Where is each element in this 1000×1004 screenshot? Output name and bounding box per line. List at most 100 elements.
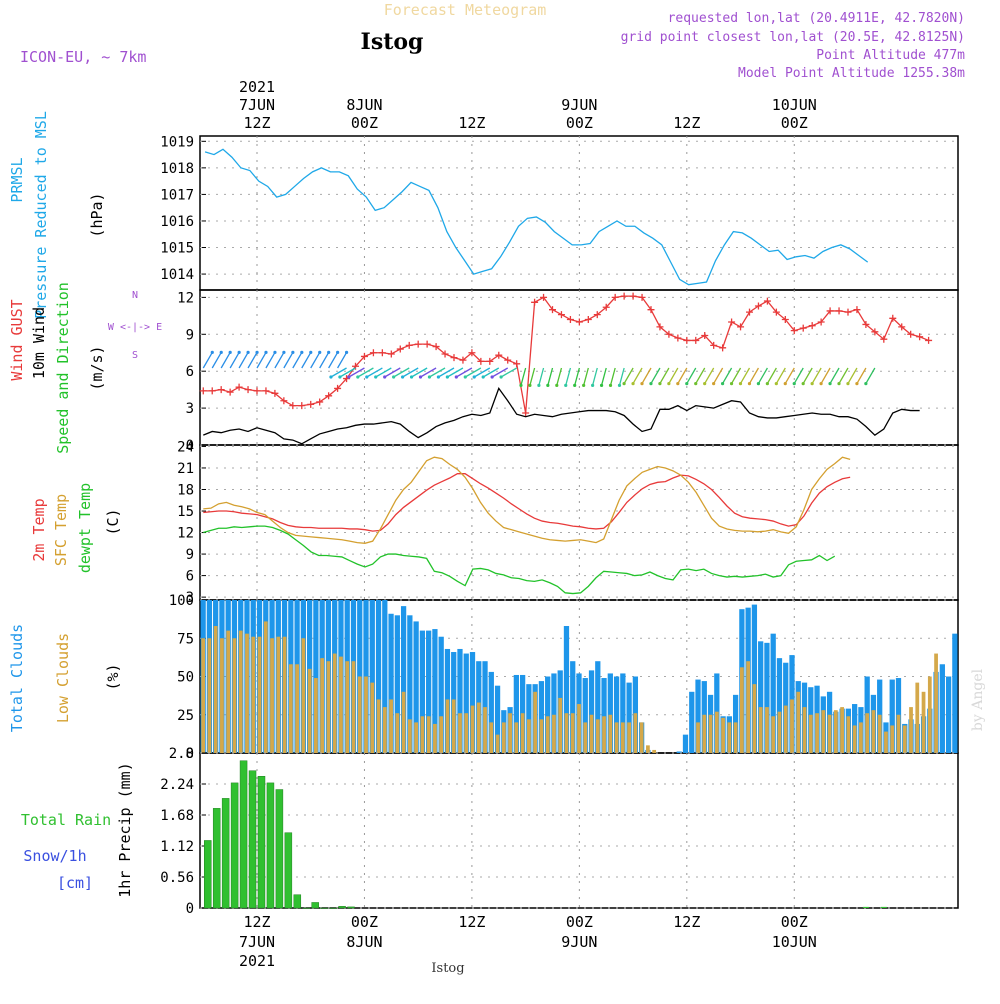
pressure-title-1: PRMSL	[8, 157, 26, 202]
gust-marker	[665, 330, 673, 338]
wind-arrow-head	[490, 375, 494, 379]
rain-bar	[275, 789, 284, 909]
clouds-ytick-label: 75	[177, 631, 194, 647]
wind-arrow-head	[676, 381, 680, 386]
cloud-total-bar	[369, 600, 375, 753]
wind-arrow	[238, 352, 249, 369]
gust-marker	[746, 308, 753, 316]
pressure-ytick-label: 1016	[160, 214, 194, 230]
cloud-total-bar	[494, 685, 501, 753]
cloud-low-bar	[821, 710, 826, 753]
wind-arrow	[482, 367, 500, 378]
wind-arrow-head	[622, 381, 626, 386]
gust-marker	[844, 308, 852, 316]
cloud-total-bar	[438, 636, 444, 753]
precip-ytick-label: 2.24	[160, 777, 194, 793]
wind-ytick-label: 3	[186, 401, 194, 417]
wind-arrow-head	[546, 383, 550, 387]
precip-ytick-label: 0.56	[160, 870, 194, 886]
cloud-low-bar	[558, 697, 563, 753]
cloud-low-bar	[207, 638, 212, 753]
wind-arrow	[411, 367, 428, 378]
gust-marker	[334, 384, 342, 392]
cloud-total-bar	[513, 674, 519, 753]
wind-arrow-head	[837, 381, 841, 386]
wind-arrow-head	[300, 350, 304, 355]
cloud-low-bar	[633, 713, 638, 753]
wind-arrow-head	[564, 383, 568, 387]
gust-marker	[289, 402, 297, 410]
pressure-title-2: Pressure Reduced to MSL	[32, 111, 50, 319]
cloud-low-bar	[351, 661, 356, 753]
cloud-low-bar	[213, 626, 218, 753]
cloud-low-bar	[833, 710, 838, 753]
rain-bar	[257, 776, 266, 909]
dewpt-line	[203, 525, 836, 595]
top-hour-label: 12Z	[458, 114, 485, 132]
gust-marker	[405, 341, 413, 349]
wind-arrow	[784, 367, 795, 384]
top-day-label: 10JUN	[772, 96, 817, 114]
wind-arrow-head	[810, 381, 814, 386]
pressure-ytick-label: 1019	[160, 134, 194, 150]
wind-arrow-head	[685, 381, 689, 386]
gust-marker	[754, 302, 762, 310]
wind-arrow-head	[347, 375, 351, 379]
wind-arrow-head	[356, 375, 360, 379]
gust-marker	[835, 307, 843, 315]
pressure-ytick-label: 1015	[160, 241, 194, 257]
pressure-ytick-label: 1018	[160, 161, 194, 177]
temp-title-sfc: SFC Temp	[52, 494, 70, 566]
wind-arrow	[429, 367, 446, 378]
wind-arrow	[319, 352, 330, 369]
cloud-low-bar	[602, 716, 606, 753]
gust-marker	[701, 332, 709, 340]
cloud-total-bar	[939, 664, 945, 753]
gust-marker	[710, 341, 718, 349]
wind-arrow	[865, 367, 876, 384]
wind-arrow	[348, 367, 365, 378]
wind-ytick-label: 0	[186, 438, 194, 454]
wind-arrow-head	[338, 375, 342, 379]
cloud-low-bar	[301, 638, 306, 753]
cloud-low-bar	[527, 719, 531, 753]
wind-arrow	[838, 367, 849, 384]
wind-arrow-head	[783, 381, 787, 386]
wind-arrow-head	[374, 375, 378, 379]
wind-arrow	[357, 367, 374, 378]
wind-title-10m: 10m Wind	[30, 307, 48, 379]
gust-marker	[513, 360, 521, 368]
cloud-low-bar	[859, 722, 863, 753]
wind-arrow-head	[499, 375, 503, 379]
cloud-low-bar	[765, 707, 769, 753]
cloud-low-bar	[796, 691, 801, 753]
gust-marker	[432, 343, 440, 351]
wind-arrow	[686, 367, 697, 384]
wind-arrow-head	[228, 350, 232, 355]
temp-ytick-label: 15	[177, 504, 194, 520]
gust-marker	[271, 389, 279, 397]
cloud-low-bar	[570, 713, 575, 753]
cloud-low-bar	[852, 725, 857, 753]
wind-arrow	[420, 367, 437, 378]
watermark: by Angel	[970, 668, 986, 731]
bottom-hour-label: 12Z	[673, 913, 700, 931]
wind-arrow	[730, 367, 742, 384]
panel-frame-4	[199, 752, 959, 909]
cloud-total-bar	[626, 682, 632, 753]
precip-title-rain: Total Rain	[21, 811, 111, 829]
wind-arrow-head	[667, 381, 671, 386]
cloud-low-bar	[896, 714, 901, 753]
cloud-low-bar	[520, 713, 525, 753]
cloud-low-bar	[802, 707, 807, 753]
cloud-total-bar	[382, 600, 388, 753]
gust-marker	[889, 314, 897, 322]
gust-marker	[817, 318, 825, 326]
gust-marker	[638, 293, 646, 301]
gust-marker	[226, 388, 234, 396]
cloud-total-bar	[595, 661, 601, 753]
wind-arrow-head	[573, 383, 577, 387]
temp-ytick-label: 3	[186, 590, 194, 606]
cloud-low-bar	[514, 722, 519, 753]
cloud-low-bar	[714, 711, 719, 753]
